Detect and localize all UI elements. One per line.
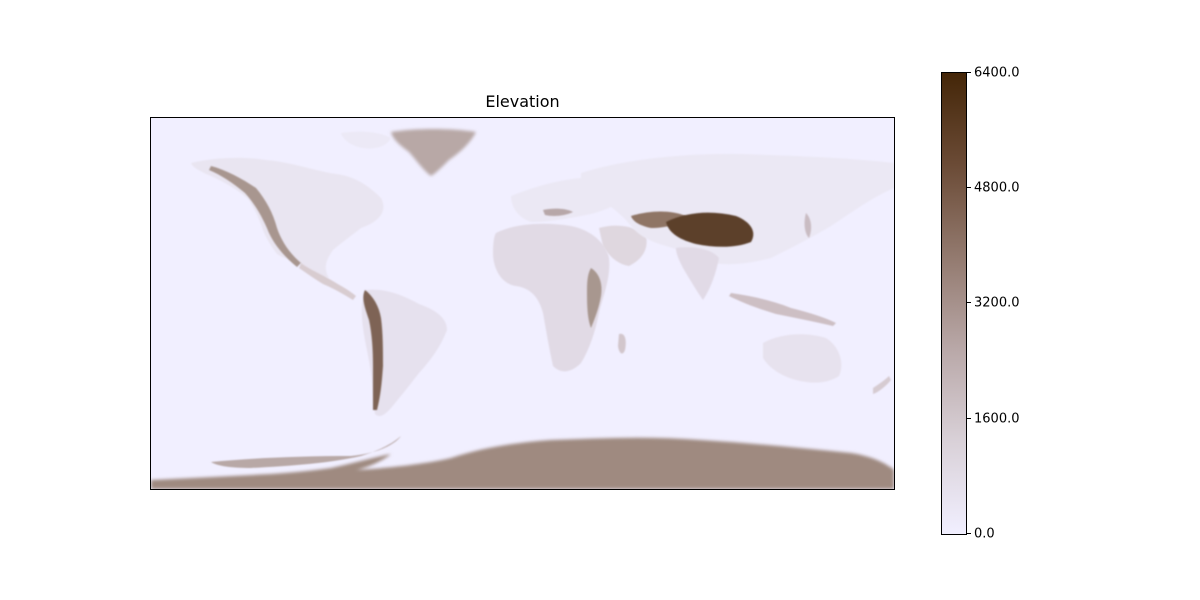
arctic-islands xyxy=(341,131,391,149)
map-title: Elevation xyxy=(485,92,560,111)
central-america xyxy=(299,263,356,300)
indian-subcontinent xyxy=(676,247,719,300)
alps xyxy=(543,208,573,216)
middle-east xyxy=(599,225,647,266)
colorbar-tick xyxy=(966,72,971,73)
colorbar-tick xyxy=(966,533,971,534)
colorbar-tick-label: 4800.0 xyxy=(974,180,1020,196)
new-zealand xyxy=(873,376,891,394)
north-america xyxy=(191,157,384,278)
colorbar-tick xyxy=(966,302,971,303)
east-african-highlands xyxy=(587,268,602,328)
madagascar xyxy=(618,333,626,354)
colorbar-tick xyxy=(966,418,971,419)
colorbar xyxy=(941,72,967,535)
andes xyxy=(363,290,383,410)
colorbar-tick-label: 1600.0 xyxy=(974,411,1020,427)
map-panel xyxy=(150,117,895,490)
africa xyxy=(493,223,610,372)
colorbar-tick xyxy=(966,187,971,188)
south-america xyxy=(361,289,447,416)
asia xyxy=(581,153,894,265)
tibetan-plateau xyxy=(666,212,754,247)
rocky-mountains xyxy=(209,166,301,267)
colorbar-tick-label: 0.0 xyxy=(974,526,995,542)
colorbar-tick-label: 6400.0 xyxy=(974,65,1020,81)
elevation-map xyxy=(151,129,894,489)
greenland xyxy=(391,129,476,176)
antarctic-peninsula xyxy=(211,436,401,468)
australia xyxy=(763,334,842,383)
japan xyxy=(804,213,812,238)
southeast-asia-islands xyxy=(729,293,836,326)
antarctica xyxy=(151,437,894,489)
colorbar-tick-label: 3200.0 xyxy=(974,295,1020,311)
